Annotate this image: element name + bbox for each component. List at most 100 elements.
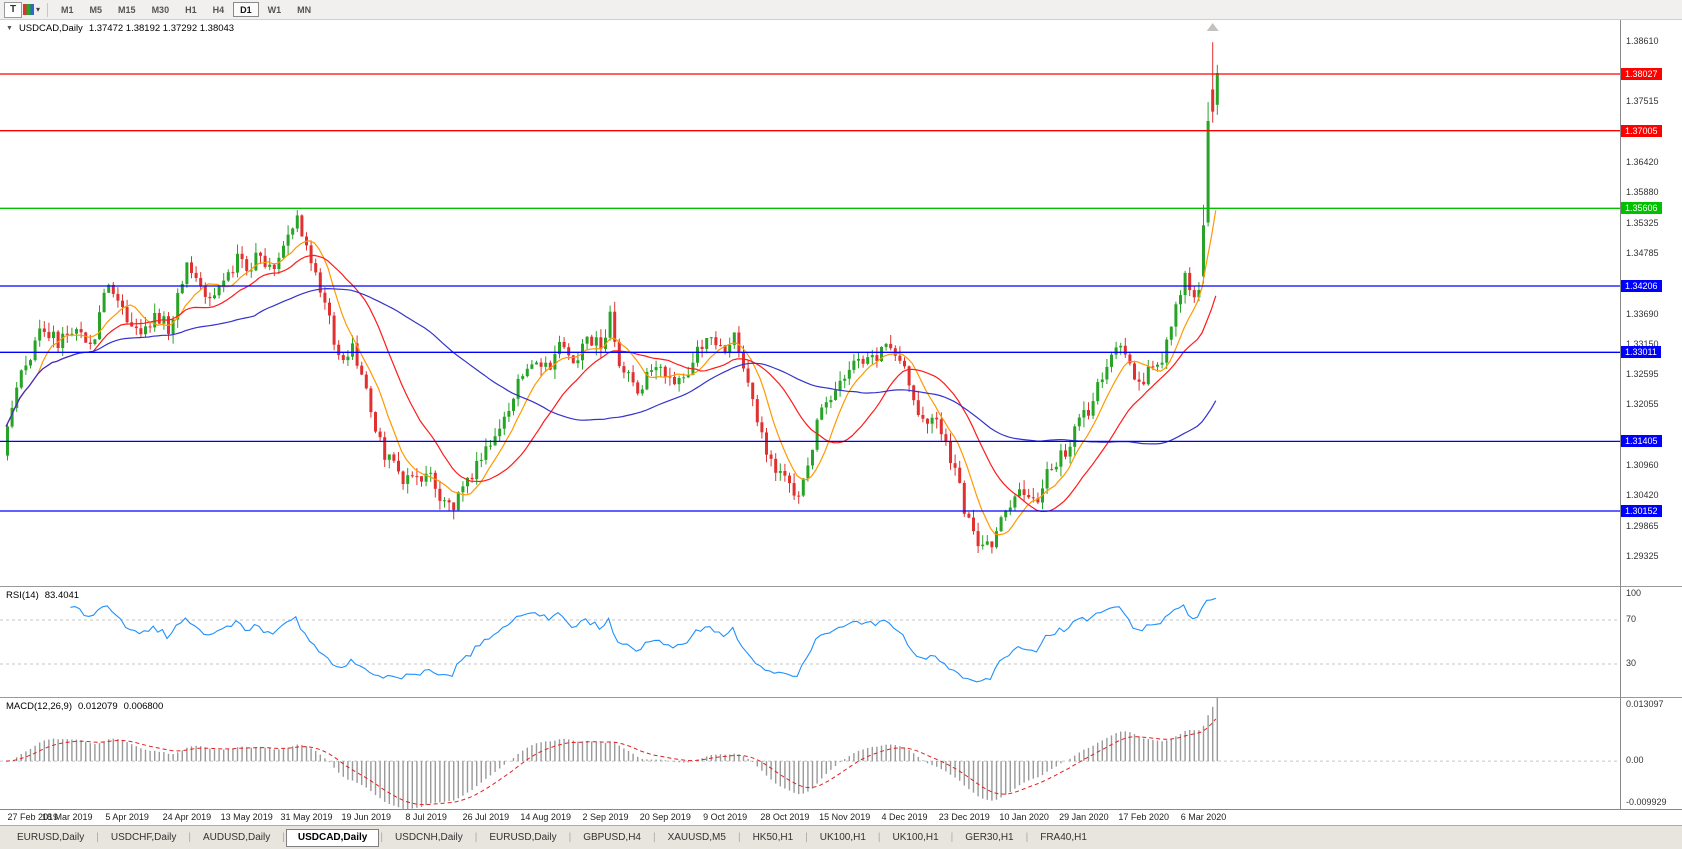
timeframe-h4[interactable]: H4 — [212, 4, 225, 15]
tab-separator: | — [805, 832, 808, 843]
price-axis-label: 1.29325 — [1626, 550, 1659, 561]
tab-separator: | — [380, 832, 383, 843]
price-axis-label: 1.33150 — [1626, 338, 1659, 349]
date-label: 23 Dec 2019 — [938, 812, 990, 822]
chart-tab-ger30-h1[interactable]: GER30,H1 — [965, 831, 1014, 843]
price-line-badge: 1.34206 — [1621, 280, 1662, 293]
macd-signal-line — [5, 718, 1217, 806]
price-axis-label: 1.38610 — [1626, 35, 1659, 46]
macd-label: MACD(12,26,9) 0.012079 0.006800 — [6, 701, 163, 712]
rsi-name: RSI(14) — [6, 590, 39, 601]
colors-tool-button[interactable]: ▾ — [22, 2, 41, 18]
rsi-axis-label: 30 — [1626, 658, 1637, 668]
chart-plots: ▼ USDCAD,Daily 1.37472 1.38192 1.37292 1… — [0, 20, 1620, 809]
chart-tab-hk50-h1[interactable]: HK50,H1 — [752, 831, 794, 843]
text-tool-button[interactable]: T — [4, 1, 22, 18]
date-label: 31 May 2019 — [280, 812, 333, 822]
timeframe-h1[interactable]: H1 — [185, 4, 197, 15]
arrow-up-marker-icon — [1206, 23, 1219, 31]
price-axis-label: 1.32595 — [1626, 369, 1659, 380]
moving-averages — [5, 210, 1217, 536]
price-axis-label: 1.34785 — [1626, 247, 1659, 258]
tab-separator: | — [568, 832, 572, 843]
chart-title: ▼ USDCAD,Daily 1.37472 1.38192 1.37292 1… — [6, 23, 234, 34]
rsi-axis-label: 100 — [1626, 588, 1642, 598]
date-label: 24 Apr 2019 — [162, 812, 212, 822]
date-label: 27 Feb 2019 — [7, 812, 59, 822]
rsi-label: RSI(14) 83.4041 — [6, 590, 79, 601]
price-line-badge: 1.38027 — [1621, 67, 1662, 80]
date-label: 18 Mar 2019 — [42, 812, 93, 822]
tab-separator: | — [96, 832, 99, 843]
tab-separator: | — [652, 832, 656, 843]
price-axis-label: 1.35880 — [1626, 187, 1659, 198]
toolbar-separator — [47, 2, 49, 17]
rsi-axis-label: 70 — [1626, 614, 1637, 624]
horizontal-level-lines[interactable] — [0, 73, 1620, 512]
macd-name: MACD(12,26,9) — [6, 701, 72, 712]
macd-axis-label: 0.013097 — [1626, 699, 1664, 709]
date-label: 28 Oct 2019 — [760, 812, 810, 822]
chart-region: ▼ USDCAD,Daily 1.37472 1.38192 1.37292 1… — [0, 20, 1682, 809]
chart-tab-gbpusd-h4[interactable]: GBPUSD,H4 — [583, 831, 641, 843]
panel-separator — [1621, 697, 1682, 698]
price-axis-label: 1.32055 — [1626, 399, 1659, 410]
dropdown-arrow-icon: ▾ — [36, 5, 41, 14]
chart-symbol-label: USDCAD,Daily — [18, 23, 83, 34]
date-label: 15 Nov 2019 — [819, 812, 871, 822]
timeframe-w1[interactable]: W1 — [267, 4, 282, 15]
date-label: 19 Jun 2019 — [341, 812, 392, 822]
tab-separator: | — [950, 832, 954, 843]
price-chart-canvas[interactable] — [0, 20, 1620, 809]
price-axis-label: 1.37515 — [1626, 96, 1659, 107]
macd-axis-label: 0.00 — [1626, 755, 1644, 766]
chart-tab-uk100-h1[interactable]: UK100,H1 — [819, 831, 866, 843]
timeframe-buttons: M1 M5 M15 M30 H1 H4 D1 W1 MN — [54, 2, 318, 17]
macd-signal-value: 0.006800 — [123, 701, 164, 712]
chart-tab-eurusd-daily[interactable]: EURUSD,Daily — [17, 831, 85, 843]
date-label: 10 Jan 2020 — [999, 812, 1049, 822]
tab-separator: | — [188, 832, 192, 843]
chart-tabs: EURUSD,Daily | USDCHF,Daily | AUDUSD,Daily | U… — [0, 825, 1682, 849]
chart-tab-audusd-daily[interactable]: AUDUSD,Daily — [203, 831, 271, 843]
date-label: 14 Aug 2019 — [520, 812, 571, 822]
timeframe-m1[interactable]: M1 — [61, 4, 74, 15]
toolbar: T ▾ M1 M5 M15 M30 H1 H4 D1 W1 MN — [0, 0, 1682, 20]
date-label: 29 Jan 2020 — [1059, 812, 1109, 822]
price-line-badge: 1.35606 — [1621, 202, 1662, 215]
chart-tab-usdchf-daily[interactable]: USDCHF,Daily — [110, 831, 177, 843]
date-label: 8 Jul 2019 — [405, 812, 447, 822]
price-axis-label: 1.33690 — [1626, 308, 1659, 319]
chart-tab-fra40-h1[interactable]: FRA40,H1 — [1040, 831, 1087, 843]
rsi-line — [70, 597, 1216, 683]
timeframe-m15[interactable]: M15 — [118, 4, 136, 15]
tab-separator: | — [737, 832, 741, 843]
collapse-arrow-icon: ▼ — [6, 25, 13, 32]
chart-tab-xauusd-m5[interactable]: XAUUSD,M5 — [667, 831, 726, 843]
timeframe-m30[interactable]: M30 — [151, 4, 170, 15]
price-line-badge: 1.37005 — [1621, 124, 1662, 137]
macd-main-value: 0.012079 — [78, 701, 118, 712]
price-axis-label: 1.29865 — [1626, 520, 1659, 531]
timeframe-d1[interactable]: D1 — [233, 2, 259, 17]
date-label: 13 May 2019 — [220, 812, 273, 822]
chart-tab-eurusd-daily[interactable]: EURUSD,Daily — [489, 831, 557, 843]
chart-tab-usdcnh-daily[interactable]: USDCNH,Daily — [394, 831, 463, 843]
date-label: 26 Jul 2019 — [462, 812, 510, 822]
date-label: 20 Sep 2019 — [639, 812, 691, 822]
price-axis-label: 1.36420 — [1626, 157, 1659, 168]
tab-separator: | — [474, 832, 478, 843]
tab-separator: | — [1025, 832, 1029, 843]
tab-separator: | — [877, 832, 881, 843]
macd-axis-label: -0.009929 — [1626, 797, 1667, 807]
chart-tab-uk100-h1[interactable]: UK100,H1 — [892, 831, 939, 843]
timeframe-m5[interactable]: M5 — [89, 4, 103, 15]
price-axis[interactable]: 1.38610 1.37515 1.36420 1.35880 1.35325 1.347… — [1620, 20, 1682, 809]
timeframe-mn[interactable]: MN — [297, 4, 312, 15]
chart-tab-usdcad-daily[interactable]: USDCAD,Daily — [285, 828, 380, 847]
date-label: 6 Mar 2020 — [1180, 812, 1227, 822]
price-line-badge: 1.30152 — [1621, 504, 1662, 517]
price-axis-label: 1.30420 — [1626, 490, 1659, 501]
time-axis[interactable]: 27 Feb 2019 18 Mar 2019 5 Apr 2019 24 Apr 2… — [0, 809, 1682, 825]
